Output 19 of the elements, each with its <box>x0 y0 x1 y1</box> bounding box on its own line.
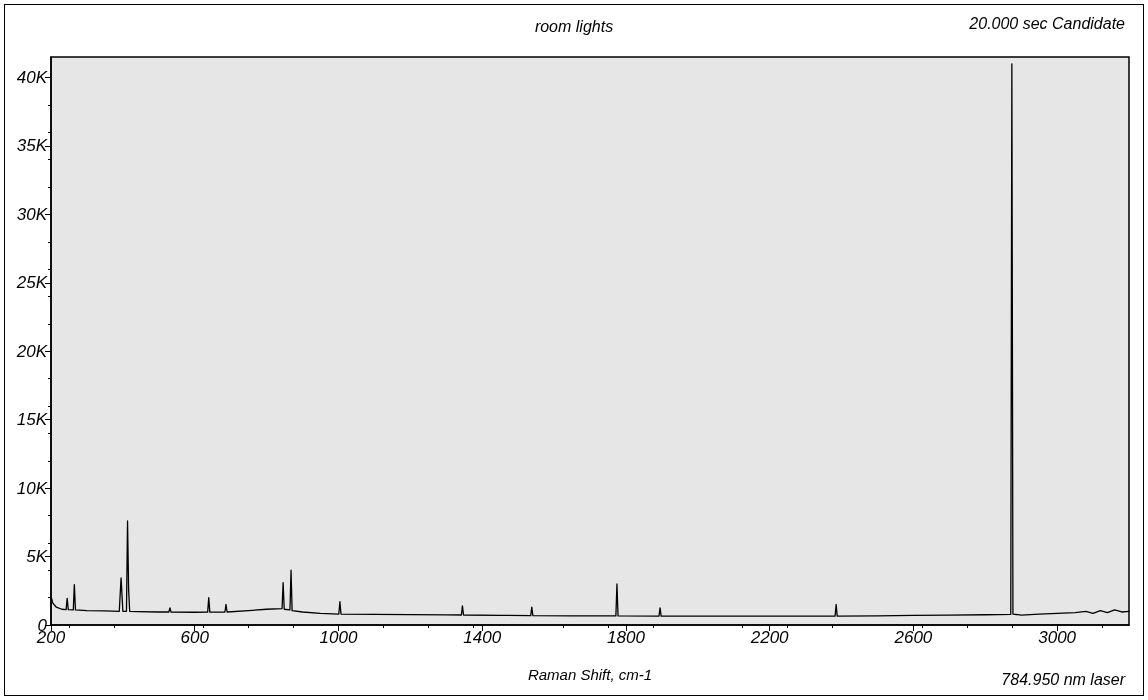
y-tick-label: 35K <box>16 136 48 156</box>
y-tick-label: 15K <box>16 410 48 430</box>
x-tick-label: 600 <box>180 628 210 647</box>
y-tick-label: 10K <box>16 478 48 498</box>
x-tick-label: 1800 <box>607 628 646 647</box>
x-tick-label: 1400 <box>463 628 502 647</box>
y-tick-label: 40K <box>16 68 48 88</box>
x-tick-label: 3000 <box>1038 628 1077 647</box>
x-tick-label: 2200 <box>749 628 790 647</box>
y-tick-label: 25K <box>15 273 48 293</box>
y-tick-label: 30K <box>16 204 48 224</box>
x-tick-label: 2600 <box>893 628 933 647</box>
y-tick-label: 20K <box>15 341 48 361</box>
text: 784.950 nm laser <box>1001 670 1126 688</box>
y-tick-label: 5K <box>26 547 48 567</box>
x-tick-label: 1000 <box>319 628 358 647</box>
chart-title: room lights <box>534 17 614 35</box>
text: 20.000 sec Candidate <box>968 14 1126 32</box>
x-axis-title: Raman Shift, cm-1 <box>527 666 653 683</box>
